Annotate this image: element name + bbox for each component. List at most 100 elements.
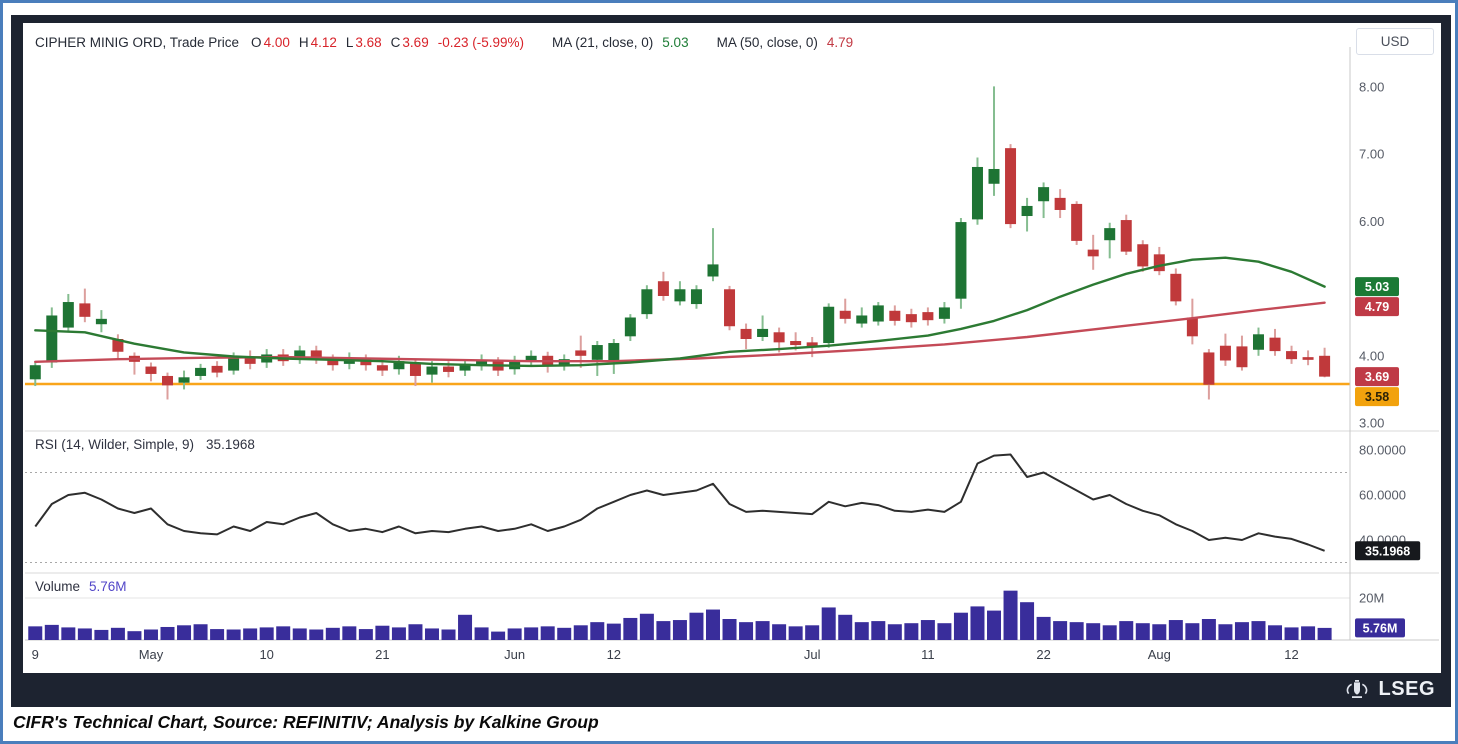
axis-badge: [1355, 387, 1399, 407]
candle-down: [1153, 254, 1165, 272]
candle-up: [195, 367, 207, 376]
volume-bar: [77, 628, 92, 640]
candle-down: [1005, 148, 1017, 225]
volume-bar: [871, 621, 886, 640]
volume-bar: [1218, 624, 1233, 640]
volume-bar: [838, 614, 853, 640]
candles-layer: [29, 86, 1331, 400]
candle-up: [608, 343, 620, 362]
volume-bar: [193, 624, 208, 640]
volume-bar: [408, 624, 423, 640]
lseg-logo: LSEG: [1342, 678, 1435, 701]
candle-up: [95, 318, 107, 325]
volume-bar: [127, 631, 142, 640]
svg-text:5.03: 5.03: [1365, 280, 1389, 294]
volume-bar: [606, 623, 621, 640]
volume-bar: [937, 623, 952, 640]
svg-text:Aug: Aug: [1148, 647, 1171, 662]
header-segment-4: 4.12: [310, 35, 337, 50]
volume-bar: [920, 620, 935, 640]
volume-bar: [1119, 621, 1134, 640]
volume-value: 5.76M: [89, 579, 127, 594]
header-segment-6: 3.68: [355, 35, 382, 50]
svg-text:21: 21: [375, 647, 389, 662]
candle-down: [1137, 244, 1149, 267]
candle-down: [1319, 355, 1331, 377]
volume-bar: [1317, 627, 1332, 640]
candle-down: [905, 314, 917, 323]
volume-bar: [953, 612, 968, 640]
candle-down: [145, 366, 157, 374]
candle-down: [443, 366, 455, 372]
header-segment-12: MA (50, close, 0): [716, 35, 818, 50]
candle-down: [1302, 357, 1314, 360]
volume-bar: [1284, 627, 1299, 640]
candle-up: [757, 328, 769, 337]
volume-bar: [292, 628, 307, 640]
volume-bar: [739, 622, 754, 640]
volume-bar: [1069, 622, 1084, 640]
volume-bar: [573, 625, 588, 640]
axis-badge: [1355, 367, 1399, 387]
axis-badges: 5.03 4.79 3.69 3.58 35.1968 5.76M: [1355, 277, 1421, 638]
volume-bar: [1251, 621, 1266, 640]
volume-bar: [1234, 622, 1249, 640]
candle-down: [244, 357, 256, 364]
volume-bar: [887, 624, 902, 640]
volume-bar: [1020, 602, 1035, 640]
x-axis-labels: 9 May 10 21 Jun 12 Jul 11 22 Aug 12: [32, 647, 1299, 662]
candle-up: [872, 305, 884, 322]
candle-up: [690, 289, 702, 305]
volume-bar: [904, 623, 919, 640]
volume-bar: [28, 626, 43, 640]
svg-text:3.69: 3.69: [1365, 370, 1389, 384]
header-segment-1: O: [251, 35, 262, 50]
svg-text:11: 11: [921, 647, 935, 662]
volume-bar: [672, 620, 687, 640]
volume-bar: [474, 627, 489, 640]
volume-name: Volume: [35, 579, 81, 594]
svg-text:6.00: 6.00: [1359, 214, 1384, 229]
svg-text:12: 12: [607, 647, 621, 662]
volume-bars: [28, 590, 1332, 640]
rsi-label: RSI (14, Wilder, Simple, 9) 35.1968: [35, 437, 255, 452]
header-segment-13: 4.79: [826, 35, 854, 50]
volume-bar: [276, 626, 291, 640]
volume-bar: [1003, 590, 1018, 640]
volume-bar: [375, 625, 390, 640]
volume-bar: [259, 627, 274, 640]
candle-down: [1120, 220, 1132, 252]
svg-text:80.0000: 80.0000: [1359, 443, 1406, 458]
header-segment-3: H: [298, 35, 309, 50]
candle-up: [707, 264, 719, 277]
candle-up: [971, 166, 983, 220]
svg-text:8.00: 8.00: [1359, 80, 1384, 95]
svg-text:20M: 20M: [1359, 591, 1384, 606]
volume-bar: [705, 609, 720, 640]
candle-up: [525, 355, 537, 362]
header-segment-10: MA (21, close, 0): [552, 35, 654, 50]
volume-bar: [342, 626, 357, 640]
volume-bar: [722, 619, 737, 640]
candle-down: [724, 289, 736, 327]
volume-bar: [391, 627, 406, 640]
candle-up: [178, 377, 190, 383]
candle-down: [657, 281, 669, 296]
candle-down: [1269, 337, 1281, 352]
volume-bar: [639, 613, 654, 640]
volume-bar: [1152, 624, 1167, 640]
volume-bar: [160, 626, 175, 640]
svg-text:3.58: 3.58: [1365, 390, 1389, 404]
candle-up: [476, 359, 488, 366]
volume-bar: [788, 626, 803, 640]
header-segment-2: 4.00: [263, 35, 290, 50]
volume-bar: [1168, 620, 1183, 640]
candle-down: [409, 362, 421, 376]
candle-up: [1104, 228, 1116, 241]
svg-text:9: 9: [32, 647, 39, 662]
svg-text:4.00: 4.00: [1359, 348, 1384, 363]
volume-bar: [1201, 619, 1216, 640]
volume-bar: [772, 624, 787, 640]
volume-bar: [243, 628, 258, 640]
chart-header: CIPHER MINIG ORD, Trade Price O 4.00 H 4.12 L…: [35, 35, 853, 50]
